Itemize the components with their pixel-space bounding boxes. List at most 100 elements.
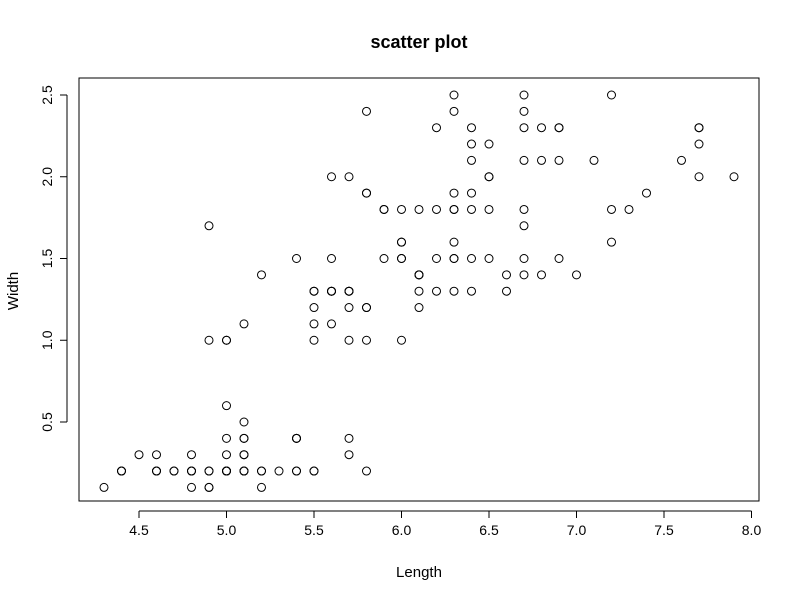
data-point: [607, 90, 616, 100]
x-axis: 4.5 5.0 5.5 6.0 6.5 7.0 7.5 8.0: [129, 510, 762, 538]
data-point: [152, 466, 161, 476]
data-point: [169, 466, 179, 476]
data-point: [467, 204, 476, 214]
chart-title: scatter plot: [370, 32, 467, 52]
data-point: [537, 270, 546, 280]
x-tick-label: 6.5: [479, 522, 499, 538]
data-point: [449, 237, 459, 247]
data-point: [222, 335, 231, 345]
data-point: [362, 466, 371, 476]
data-point: [344, 172, 354, 182]
data-point: [239, 433, 249, 443]
data-point: [397, 237, 406, 247]
y-tick-label: 1.5: [39, 249, 55, 269]
data-point: [309, 466, 319, 476]
data-point: [677, 155, 686, 165]
data-point: [239, 417, 249, 427]
data-point: [239, 319, 249, 329]
data-point: [344, 450, 354, 460]
x-tick-label: 6.0: [392, 522, 412, 538]
data-point: [624, 204, 634, 214]
data-point: [379, 204, 389, 214]
data-point: [642, 188, 651, 198]
data-point: [327, 286, 336, 296]
data-point: [519, 123, 529, 133]
data-point: [397, 254, 406, 263]
data-point: [729, 172, 739, 182]
data-point: [502, 286, 511, 296]
data-point: [222, 466, 231, 476]
data-point: [449, 90, 459, 100]
data-point: [344, 335, 354, 345]
data-point: [414, 303, 424, 313]
data-point: [344, 303, 354, 313]
y-axis-label: Width: [5, 272, 22, 310]
data-point: [449, 254, 459, 263]
data-point: [362, 335, 371, 345]
data-point: [257, 482, 266, 492]
data-point: [292, 466, 301, 476]
data-point: [484, 204, 494, 214]
x-tick-label: 4.5: [129, 522, 149, 538]
data-point: [467, 123, 476, 133]
x-tick-label: 5.0: [217, 522, 237, 538]
data-point: [484, 139, 494, 149]
data-point: [519, 155, 529, 165]
data-point: [117, 466, 126, 476]
x-tick-label: 7.0: [567, 522, 587, 538]
data-point: [362, 188, 371, 198]
data-point: [327, 172, 336, 182]
data-point: [414, 270, 424, 280]
data-point: [449, 286, 459, 296]
data-point: [467, 188, 476, 198]
data-point: [344, 286, 354, 296]
data-point: [309, 303, 319, 313]
data-point: [449, 188, 459, 198]
data-point: [362, 106, 371, 116]
data-point: [484, 172, 494, 182]
data-point: [379, 254, 389, 263]
data-point: [694, 123, 704, 133]
data-point: [187, 482, 196, 492]
data-point: [432, 254, 441, 263]
data-point: [152, 450, 161, 460]
data-point: [694, 172, 704, 182]
data-point: [449, 204, 459, 214]
data-point: [239, 466, 249, 476]
data-point: [519, 254, 529, 263]
data-point: [467, 155, 476, 165]
data-point: [554, 123, 564, 133]
data-point: [257, 270, 266, 280]
data-point: [309, 286, 319, 296]
data-point: [519, 204, 529, 214]
data-point: [537, 123, 546, 133]
data-point: [589, 155, 599, 165]
data-point: [292, 433, 301, 443]
data-point: [572, 270, 581, 280]
data-point: [204, 482, 214, 492]
data-point: [362, 303, 371, 313]
data-point: [694, 139, 704, 149]
data-point: [414, 204, 424, 214]
y-tick-label: 0.5: [39, 412, 55, 432]
data-points: [99, 90, 739, 492]
data-point: [204, 335, 214, 345]
data-point: [467, 286, 476, 296]
x-tick-label: 7.5: [654, 522, 674, 538]
data-point: [204, 466, 214, 476]
data-point: [222, 450, 231, 460]
y-axis: 0.5 1.0 1.5 2.0 2.5: [39, 85, 68, 432]
data-point: [204, 221, 214, 231]
data-point: [309, 335, 319, 345]
y-tick-label: 2.0: [39, 167, 55, 187]
data-point: [397, 204, 406, 214]
data-point: [292, 254, 301, 263]
data-point: [519, 221, 529, 231]
x-axis-label: Length: [396, 564, 442, 581]
x-tick-label: 8.0: [742, 522, 762, 538]
data-point: [397, 335, 406, 345]
data-point: [432, 123, 441, 133]
data-point: [449, 106, 459, 116]
data-point: [502, 270, 511, 280]
